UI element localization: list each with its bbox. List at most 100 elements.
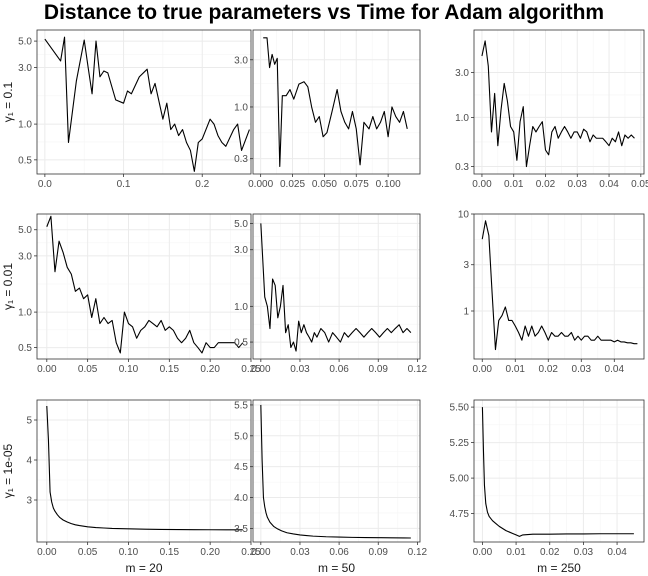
panel-background	[253, 400, 420, 542]
panel-border	[473, 29, 645, 175]
y-tick-label: 1.0	[234, 102, 248, 113]
y-tick-label: 5.00	[450, 474, 470, 485]
series-line	[46, 215, 244, 354]
x-tick-label: 0.01	[506, 547, 526, 558]
y-tick-label: 0.5	[18, 343, 32, 354]
y-tick-label: 3	[26, 496, 32, 507]
row-label: γ₁ = 0.1	[1, 81, 15, 122]
x-tick-label: 0.09	[369, 547, 389, 558]
y-tick-label: 4	[26, 456, 32, 467]
x-tick-label: 0.01	[504, 179, 524, 190]
x-tick-label: 0.03	[290, 364, 310, 375]
y-tick-label: 4.5	[234, 462, 248, 473]
x-tick-label: 0.04	[605, 364, 625, 375]
y-tick-label: 5.0	[18, 225, 32, 236]
x-tick-label: 0.00	[472, 179, 492, 190]
x-tick-label: 0.25	[241, 364, 261, 375]
x-tick-label: 0.04	[607, 547, 627, 558]
x-tick-label: 0.1	[117, 179, 131, 190]
x-tick-label: 0.20	[200, 364, 220, 375]
panel-border	[473, 399, 645, 543]
series-line	[260, 404, 411, 539]
y-tick-label: 5.0	[234, 431, 248, 442]
series-line	[260, 223, 412, 352]
x-tick-label: 0.20	[200, 547, 220, 558]
x-tick-label: 0.01	[506, 364, 526, 375]
x-tick-label: 0.050	[312, 179, 337, 190]
x-tick-label: 0.02	[540, 547, 560, 558]
x-tick-label: 0.10	[119, 364, 139, 375]
x-tick-label: 0.25	[241, 547, 261, 558]
panel-border	[252, 29, 421, 175]
panel-background	[474, 30, 644, 174]
panel-background	[474, 400, 644, 542]
x-tick-label: 0.10	[119, 547, 139, 558]
x-tick-label: 0.00	[251, 547, 271, 558]
x-tick-label: 0.00	[37, 364, 57, 375]
y-tick-label: 0.3	[455, 162, 469, 173]
x-tick-label: 0.100	[376, 179, 401, 190]
x-tick-label: 0.06	[329, 547, 349, 558]
y-tick-label: 3	[463, 260, 469, 271]
panel-background	[37, 214, 251, 359]
x-tick-label: 0.025	[280, 179, 305, 190]
x-tick-label: 0.02	[536, 179, 556, 190]
y-tick-label: 3.0	[18, 251, 32, 262]
y-tick-label: 1.0	[234, 302, 248, 313]
chart-title: Distance to true parameters vs Time for …	[43, 1, 605, 24]
x-tick-label: 0.06	[329, 364, 349, 375]
panel-border	[36, 29, 252, 175]
y-tick-label: 3.0	[18, 63, 32, 74]
y-tick-label: 10	[458, 210, 470, 221]
x-tick-label: 0.15	[160, 364, 180, 375]
x-tick-label: 0.00	[251, 364, 271, 375]
series-line	[263, 37, 408, 168]
y-tick-label: 3.5	[234, 524, 248, 535]
series-line	[481, 407, 634, 537]
x-tick-label: 0.2	[195, 179, 209, 190]
x-tick-label: 0.0	[38, 179, 52, 190]
y-tick-label: 5.50	[450, 403, 470, 414]
x-tick-label: 0.00	[473, 547, 493, 558]
x-tick-label: 0.12	[408, 547, 428, 558]
y-tick-label: 4.0	[234, 493, 248, 504]
panel-border	[36, 399, 252, 543]
x-tick-label: 0.00	[37, 547, 57, 558]
x-tick-label: 0.05	[78, 547, 98, 558]
column-label: m = 250	[537, 561, 581, 575]
x-tick-label: 0.04	[599, 179, 619, 190]
panel-border	[252, 399, 421, 543]
y-tick-label: 0.5	[18, 155, 32, 166]
y-tick-label: 1.0	[18, 120, 32, 131]
series-line	[481, 220, 638, 351]
y-tick-label: 4.75	[450, 509, 470, 520]
panel-border	[473, 213, 645, 360]
y-tick-label: 5	[26, 416, 32, 427]
panel-border	[36, 213, 252, 360]
panel-background	[253, 214, 420, 359]
series-line	[44, 36, 250, 172]
y-tick-label: 5.5	[234, 400, 248, 411]
x-tick-label: 0.15	[160, 547, 180, 558]
x-tick-label: 0.02	[539, 364, 559, 375]
y-tick-label: 3.0	[455, 68, 469, 79]
column-label: m = 20	[125, 561, 162, 575]
x-tick-label: 0.00	[473, 364, 493, 375]
x-tick-label: 0.05	[631, 179, 648, 190]
panel-background	[37, 400, 251, 542]
column-label: m = 50	[318, 561, 355, 575]
y-tick-label: 5.0	[234, 219, 248, 230]
x-tick-label: 0.03	[290, 547, 310, 558]
x-tick-label: 0.05	[78, 364, 98, 375]
row-label: γ₁ = 1e-05	[1, 443, 15, 498]
panel-border	[252, 213, 421, 360]
row-label: γ₁ = 0.01	[1, 263, 15, 310]
y-tick-label: 0.5	[234, 338, 248, 349]
x-tick-label: 0.03	[574, 547, 594, 558]
y-tick-label: 1.0	[455, 113, 469, 124]
x-tick-label: 0.03	[572, 364, 592, 375]
y-tick-label: 0.3	[234, 154, 248, 165]
y-tick-label: 5.0	[18, 37, 32, 48]
y-tick-label: 3.0	[234, 245, 248, 256]
